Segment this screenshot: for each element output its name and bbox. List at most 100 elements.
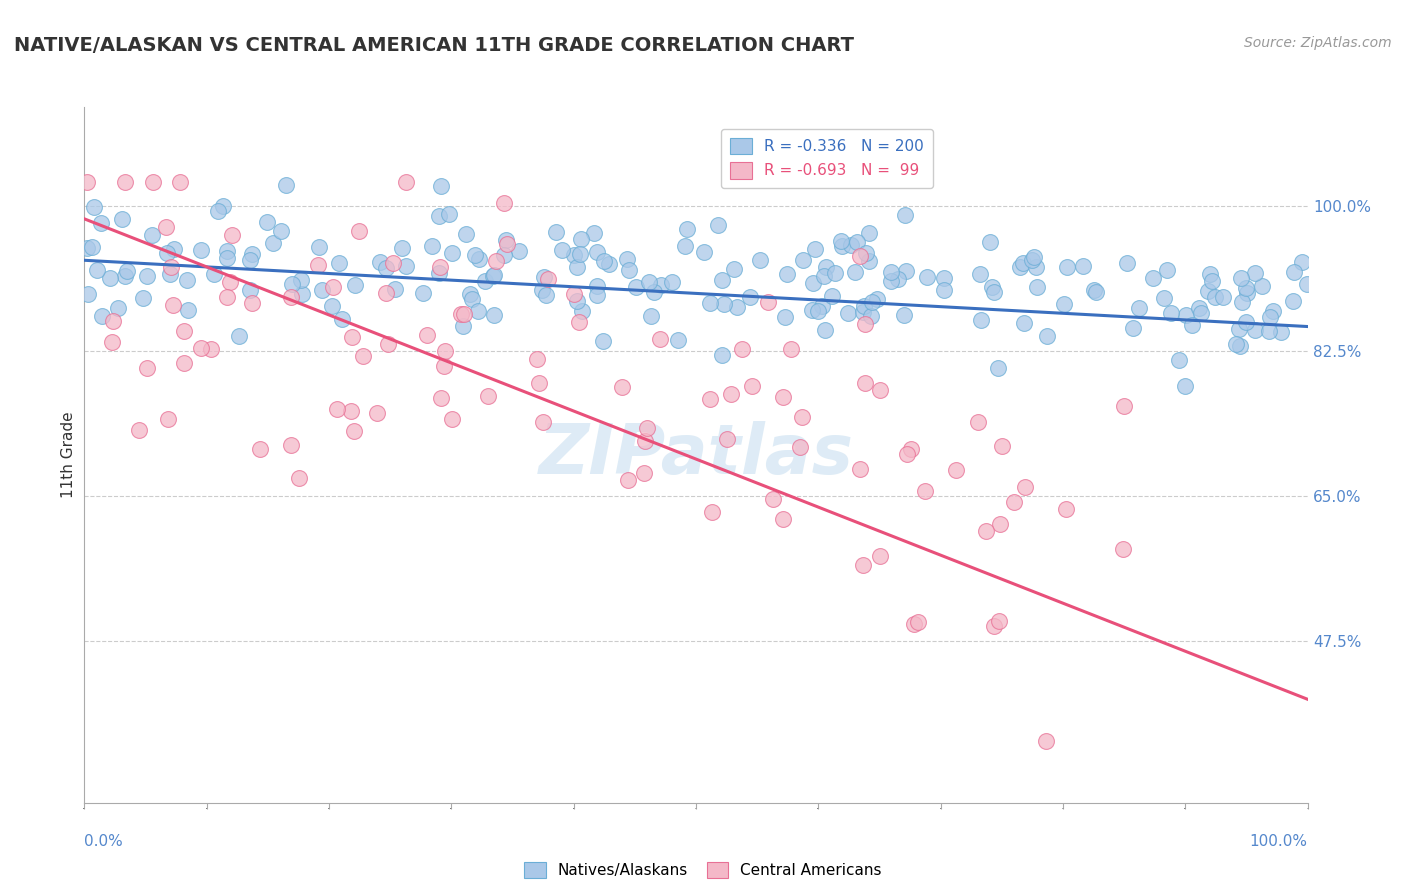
Point [340,403,363,417]
Point [723,262,745,277]
Point [860,294,883,309]
Point [858,253,880,268]
Point [846,235,869,250]
Point [1261,304,1284,318]
Point [619,262,641,277]
Point [1112,541,1135,556]
Point [1181,318,1204,332]
Point [830,234,852,248]
Point [496,236,519,251]
Point [453,307,475,321]
Point [650,332,672,346]
Point [1174,379,1197,393]
Point [1198,268,1220,282]
Point [280,438,302,452]
Point [114,175,136,189]
Point [592,334,614,348]
Point [240,296,263,310]
Point [661,275,683,289]
Point [582,226,605,240]
Point [748,253,770,268]
Point [384,282,406,296]
Point [270,224,292,238]
Point [1250,278,1272,293]
Point [772,390,794,404]
Point [725,301,748,315]
Point [321,300,343,314]
Point [86,263,108,277]
Point [1156,263,1178,277]
Point [945,463,967,477]
Point [598,257,620,271]
Point [169,175,191,189]
Point [551,243,574,257]
Point [159,260,181,275]
Point [633,466,655,480]
Point [427,266,450,280]
Point [464,248,486,262]
Point [907,615,929,630]
Point [477,389,499,403]
Point [699,392,721,407]
Point [814,323,837,337]
Point [713,297,735,311]
Point [290,286,312,301]
Point [1025,260,1047,274]
Point [200,343,222,357]
Point [915,270,938,285]
Point [544,225,567,239]
Point [136,360,159,375]
Point [813,268,835,283]
Point [340,330,363,344]
Point [1234,281,1257,295]
Point [375,261,398,276]
Point [177,303,200,318]
Point [934,283,956,297]
Point [801,303,824,318]
Point [176,273,198,287]
Point [1116,256,1139,270]
Point [202,268,225,282]
Point [756,294,779,309]
Point [776,267,799,281]
Point [440,246,463,260]
Point [468,252,491,267]
Point [529,376,551,390]
Point [565,260,588,274]
Legend: Natives/Alaskans, Central Americans: Natives/Alaskans, Central Americans [519,855,887,884]
Point [866,292,889,306]
Point [215,251,238,265]
Point [1128,301,1150,315]
Point [762,492,785,507]
Point [427,209,450,223]
Point [987,360,1010,375]
Point [391,241,413,255]
Point [640,309,662,323]
Point [420,238,443,252]
Point [790,409,813,424]
Point [720,386,742,401]
Point [173,355,195,369]
Point [433,359,456,373]
Point [135,269,157,284]
Point [76,175,98,189]
Point [1189,305,1212,319]
Point [693,245,716,260]
Point [239,283,262,297]
Point [966,415,988,429]
Point [880,265,903,279]
Point [988,614,1011,628]
Point [569,247,592,261]
Point [565,293,588,308]
Point [858,227,880,241]
Point [1054,502,1077,516]
Point [537,271,560,285]
Point [207,204,229,219]
Point [141,227,163,242]
Point [1012,316,1035,330]
Point [218,275,240,289]
Point [215,244,238,259]
Point [1225,337,1247,351]
Point [811,299,834,313]
Point [111,212,134,227]
